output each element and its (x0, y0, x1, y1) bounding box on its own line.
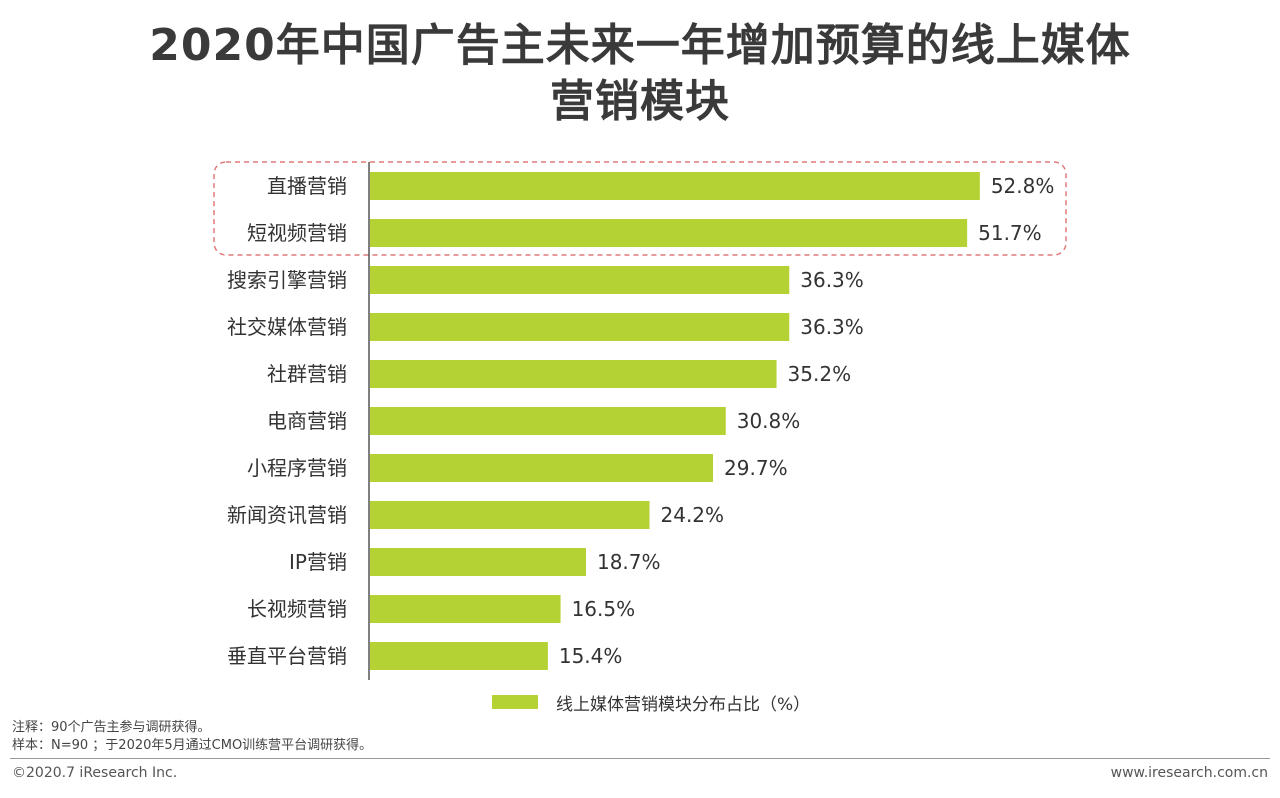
category-label-4: 社交媒体营销 (227, 315, 347, 339)
bar-11 (370, 642, 548, 670)
category-label-9: IP营销 (289, 550, 347, 574)
footer-copyright: ©2020.7 iResearch Inc. (12, 765, 178, 781)
bar-4 (370, 313, 790, 341)
value-label-6: 30.8% (737, 409, 801, 433)
category-label-11: 垂直平台营销 (227, 644, 347, 668)
footer-website[interactable]: www.iresearch.com.cn (1110, 765, 1268, 781)
category-label-5: 社群营销 (267, 362, 347, 386)
category-label-6: 电商营销 (267, 409, 347, 433)
legend: 线上媒体营销模块分布占比（%） (492, 688, 810, 716)
value-label-3: 36.3% (800, 268, 864, 292)
note-annotation: 注释：90个广告主参与调研获得。 (12, 720, 211, 735)
value-label-7: 29.7% (724, 456, 788, 480)
value-label-1: 52.8% (991, 174, 1055, 198)
value-label-10: 16.5% (572, 597, 636, 621)
bar-6 (370, 407, 726, 435)
value-label-8: 24.2% (661, 503, 725, 527)
highlight-box (213, 161, 1067, 256)
value-label-11: 15.4% (559, 644, 623, 668)
chart-title-line-1: 2020年中国广告主未来一年增加预算的线上媒体 (149, 20, 1131, 71)
category-label-8: 新闻资讯营销 (227, 503, 347, 527)
bar-10 (370, 595, 561, 623)
bar-9 (370, 548, 586, 576)
category-label-7: 小程序营销 (247, 456, 347, 480)
bar-7 (370, 454, 714, 482)
bar-2 (370, 219, 968, 247)
note-sample: 样本：N=90 ；于2020年5月通过CMO训练营平台调研获得。 (12, 738, 373, 753)
value-label-4: 36.3% (800, 315, 864, 339)
bar-5 (370, 360, 777, 388)
bar-1 (370, 172, 980, 200)
category-label-1: 直播营销 (267, 174, 347, 198)
bar-8 (370, 501, 650, 529)
legend-swatch (492, 695, 538, 709)
chart-title-line-2: 营销模块 (550, 76, 730, 127)
value-label-5: 35.2% (788, 362, 852, 386)
value-label-2: 51.7% (978, 221, 1042, 245)
category-label-3: 搜索引擎营销 (227, 268, 347, 292)
category-label-2: 短视频营销 (247, 221, 347, 245)
bar-3 (370, 266, 790, 294)
category-label-10: 长视频营销 (247, 597, 347, 621)
footer-divider (10, 758, 1270, 759)
value-label-9: 18.7% (597, 550, 661, 574)
legend-label: 线上媒体营销模块分布占比（%） (556, 694, 811, 715)
